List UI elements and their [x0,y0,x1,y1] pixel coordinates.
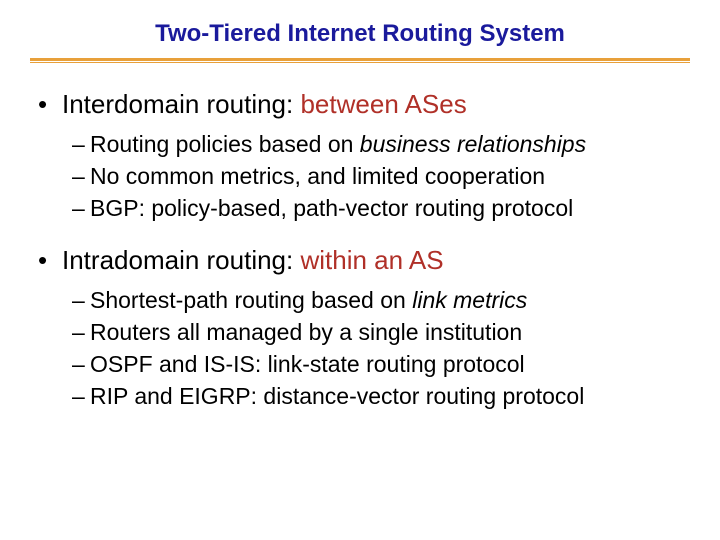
bullet-level-2: –BGP: policy-based, path-vector routing … [72,192,690,224]
bullet-level-1: •Intradomain routing: within an AS [38,243,690,278]
slide-content: •Interdomain routing: between ASes–Routi… [30,87,690,413]
bullet-dash-icon: – [72,380,90,412]
bullet-dash-icon: – [72,348,90,380]
sub-text-pre: Shortest-path routing based on [90,287,412,313]
underline-thick [30,58,690,61]
underline-thin [30,62,690,63]
title-underline [30,58,690,63]
sub-text-pre: BGP: policy-based, path-vector routing p… [90,195,573,221]
bullet-dot-icon: • [38,87,62,122]
sub-text-pre: RIP and EIGRP: distance-vector routing p… [90,383,584,409]
sub-text-emphasis: link metrics [412,287,527,313]
bullet-level-2: –Routers all managed by a single institu… [72,316,690,348]
bullet-level-2: –Shortest-path routing based on link met… [72,284,690,316]
bullet-level-2: –Routing policies based on business rela… [72,128,690,160]
bullet-level-1: •Interdomain routing: between ASes [38,87,690,122]
slide-title: Two-Tiered Internet Routing System [30,20,690,48]
section: •Interdomain routing: between ASes–Routi… [30,87,690,225]
bullet-dash-icon: – [72,284,90,316]
sub-text-pre: OSPF and IS-IS: link-state routing proto… [90,351,525,377]
bullet-dot-icon: • [38,243,62,278]
bullet-tail: within an AS [293,245,443,275]
bullet-lead: Interdomain routing: [62,89,293,119]
bullet-dash-icon: – [72,160,90,192]
bullet-level-2: –RIP and EIGRP: distance-vector routing … [72,380,690,412]
bullet-level-2: –OSPF and IS-IS: link-state routing prot… [72,348,690,380]
sub-text-emphasis: business relationships [360,131,586,157]
bullet-lead: Intradomain routing: [62,245,293,275]
sub-text-pre: No common metrics, and limited cooperati… [90,163,545,189]
bullet-dash-icon: – [72,316,90,348]
sub-text-pre: Routers all managed by a single institut… [90,319,522,345]
bullet-dash-icon: – [72,128,90,160]
sub-text-pre: Routing policies based on [90,131,360,157]
bullet-tail: between ASes [293,89,466,119]
bullet-dash-icon: – [72,192,90,224]
bullet-level-2: –No common metrics, and limited cooperat… [72,160,690,192]
section: •Intradomain routing: within an AS–Short… [30,243,690,413]
